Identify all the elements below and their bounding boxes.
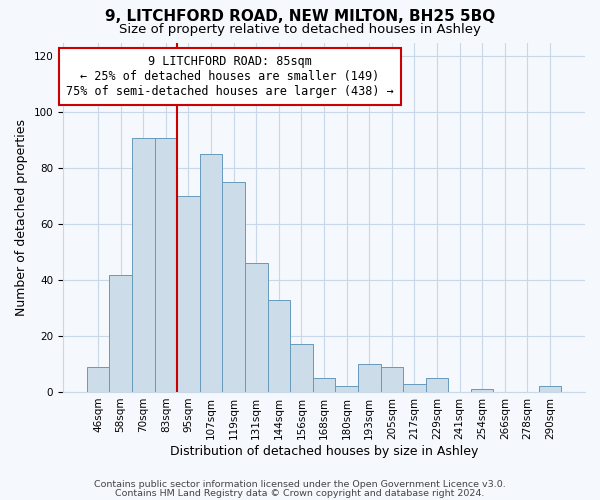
Bar — [403, 384, 425, 392]
Bar — [268, 300, 290, 392]
Bar — [200, 154, 223, 392]
Bar — [425, 378, 448, 392]
Bar — [471, 389, 493, 392]
Bar — [132, 138, 155, 392]
Bar — [290, 344, 313, 392]
Text: 9 LITCHFORD ROAD: 85sqm
← 25% of detached houses are smaller (149)
75% of semi-d: 9 LITCHFORD ROAD: 85sqm ← 25% of detache… — [66, 54, 394, 98]
X-axis label: Distribution of detached houses by size in Ashley: Distribution of detached houses by size … — [170, 444, 478, 458]
Bar — [335, 386, 358, 392]
Bar — [177, 196, 200, 392]
Bar — [109, 274, 132, 392]
Text: Size of property relative to detached houses in Ashley: Size of property relative to detached ho… — [119, 22, 481, 36]
Bar — [313, 378, 335, 392]
Bar — [539, 386, 561, 392]
Bar — [155, 138, 177, 392]
Bar — [380, 367, 403, 392]
Bar — [87, 367, 109, 392]
Y-axis label: Number of detached properties: Number of detached properties — [15, 118, 28, 316]
Text: Contains public sector information licensed under the Open Government Licence v3: Contains public sector information licen… — [94, 480, 506, 489]
Text: 9, LITCHFORD ROAD, NEW MILTON, BH25 5BQ: 9, LITCHFORD ROAD, NEW MILTON, BH25 5BQ — [105, 9, 495, 24]
Bar — [245, 264, 268, 392]
Text: Contains HM Land Registry data © Crown copyright and database right 2024.: Contains HM Land Registry data © Crown c… — [115, 488, 485, 498]
Bar — [223, 182, 245, 392]
Bar — [358, 364, 380, 392]
